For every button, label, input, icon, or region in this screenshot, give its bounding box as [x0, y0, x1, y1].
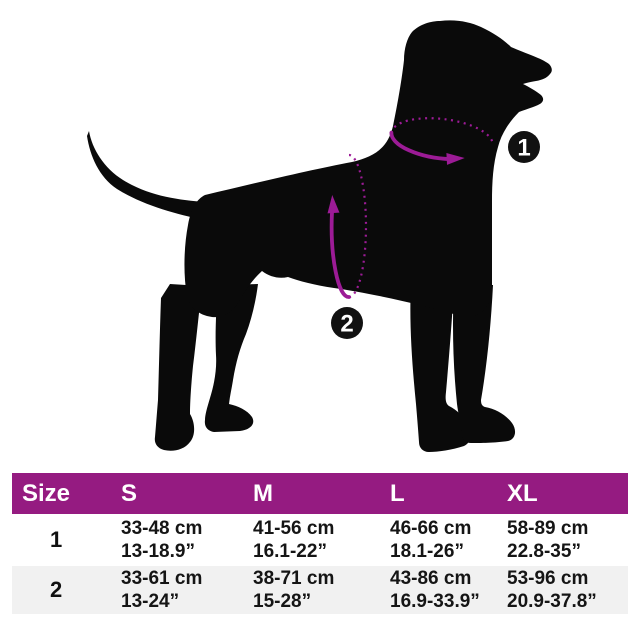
row-2-size-s: 33-61 cm 13-24” [121, 567, 253, 613]
row-1-l-in: 18.1-26” [390, 541, 464, 562]
column-header-m: M [253, 479, 273, 507]
dog-measurement-diagram: 1 2 [87, 20, 552, 452]
dog-far-hind-leg-shape [154, 284, 202, 451]
row-1-size-m: 41-56 cm 16.1-22” [253, 517, 390, 563]
row-2-l-in: 16.9-33.9” [390, 591, 480, 612]
row-2-xl-in: 20.9-37.8” [507, 591, 597, 612]
dog-near-hind-leg-shape [204, 284, 258, 432]
size-table-row-2: 2 33-61 cm 13-24” 38-71 cm 15-28” 43-86 … [12, 566, 628, 614]
dog-silhouette [87, 20, 552, 452]
row-2-size-xl: 53-96 cm 20.9-37.8” [507, 567, 628, 613]
chest-measure-ellipse [327, 153, 368, 299]
dog-tail-shape [87, 131, 209, 221]
neck-ellipse-solid-arc [389, 130, 453, 162]
row-2-size-l: 43-86 cm 16.9-33.9” [390, 567, 507, 613]
column-header-size: Size [22, 479, 71, 507]
marker-2-label: 2 [340, 311, 353, 338]
row-2-m-in: 15-28” [253, 591, 312, 612]
row-2-size-m: 38-71 cm 15-28” [253, 567, 390, 613]
marker-1-label: 1 [517, 135, 530, 162]
row-1-size-s: 33-48 cm 13-18.9” [121, 517, 253, 563]
row-2-label: 2 [50, 577, 63, 602]
neck-arrow-icon [446, 152, 465, 165]
size-table-header-row: Size S M L XL [12, 473, 628, 514]
row-2-s-in: 13-24” [121, 591, 180, 612]
column-header-s: S [121, 479, 138, 507]
dog-near-front-leg-shape [453, 285, 516, 443]
row-1-m-cm: 41-56 cm [253, 518, 335, 539]
row-1-l-cm: 46-66 cm [390, 518, 472, 539]
row-1-xl-cm: 58-89 cm [507, 518, 589, 539]
column-header-xl: XL [507, 479, 538, 507]
row-1-m-in: 16.1-22” [253, 541, 327, 562]
row-1-label: 1 [50, 527, 63, 552]
row-1-size-l: 46-66 cm 18.1-26” [390, 517, 507, 563]
column-header-l: L [390, 479, 405, 507]
row-1-s-in: 13-18.9” [121, 541, 195, 562]
chest-arrow-icon [327, 195, 340, 214]
row-1-size-xl: 58-89 cm 22.8-35” [507, 517, 628, 563]
neck-measure-ellipse [389, 117, 494, 165]
size-chart-table: Size S M L XL 1 33-48 cm 13-18.9” 41-56 … [12, 473, 628, 614]
dog-body-shape [184, 20, 552, 318]
row-1-s-cm: 33-48 cm [121, 518, 203, 539]
chest-ellipse-solid-arc [329, 210, 351, 299]
row-1-xl-in: 22.8-35” [507, 541, 581, 562]
row-2-s-cm: 33-61 cm [121, 568, 203, 589]
marker-2-badge: 2 [331, 307, 363, 339]
row-2-m-cm: 38-71 cm [253, 568, 335, 589]
dog-far-front-leg-shape [410, 283, 472, 452]
row-2-l-cm: 43-86 cm [390, 568, 472, 589]
size-table-row-1: 1 33-48 cm 13-18.9” 41-56 cm 16.1-22” 46… [12, 514, 628, 566]
marker-1-badge: 1 [508, 131, 540, 163]
row-2-xl-cm: 53-96 cm [507, 568, 589, 589]
